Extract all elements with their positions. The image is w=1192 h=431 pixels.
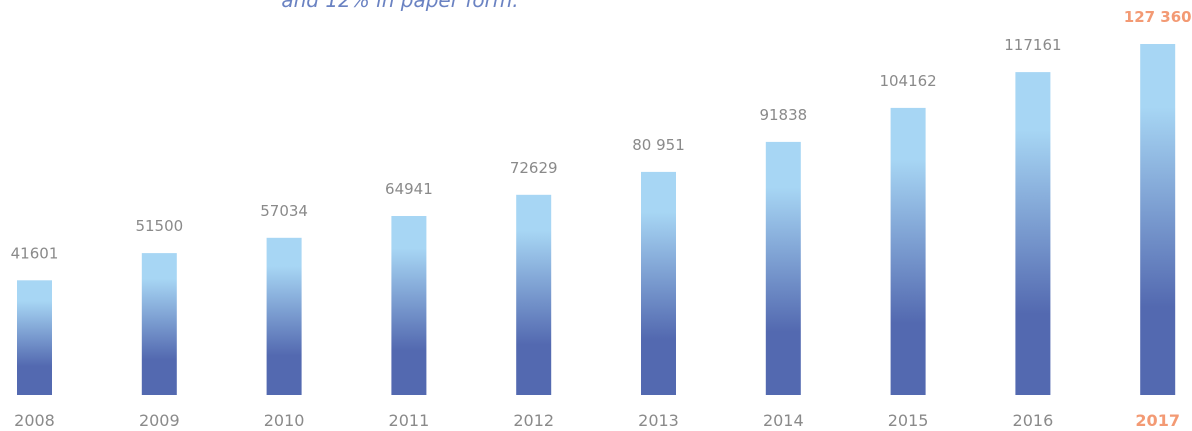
chart-caption: and 12% in paper form. [281, 0, 519, 12]
x-tick-label-2013: 2013 [638, 411, 679, 430]
value-label-2010: 57034 [260, 202, 308, 220]
x-tick-label-2010: 2010 [264, 411, 305, 430]
x-tick-labels-group: 2008 2009 2010 2011 2012 2013 2014 2015 2016 2017 [14, 411, 1180, 430]
bars-group [17, 44, 1176, 396]
value-label-2009: 51500 [135, 217, 183, 235]
value-label-2011: 64941 [385, 180, 433, 198]
value-labels-group: 41601 51500 57034 64941 72629 80 951 91838 1041… [11, 8, 1192, 262]
bar-2011 [391, 216, 427, 395]
x-tick-label-2009: 2009 [139, 411, 180, 430]
value-label-2013: 80 951 [632, 136, 685, 154]
value-label-2012: 72629 [510, 159, 558, 177]
x-tick-label-2008: 2008 [14, 411, 55, 430]
x-tick-label-2011: 2011 [389, 411, 430, 430]
x-tick-label-2015: 2015 [888, 411, 929, 430]
bar-2016 [1015, 72, 1051, 395]
x-tick-label-2012: 2012 [513, 411, 554, 430]
bar-2008 [17, 280, 52, 395]
bar-2015 [890, 107, 926, 396]
x-tick-label-2014: 2014 [763, 411, 804, 430]
bar-2010 [266, 237, 302, 395]
value-label-2008: 41601 [11, 244, 59, 262]
bar-2013 [641, 171, 676, 395]
value-label-2016: 117161 [1004, 36, 1061, 54]
x-tick-label-2016: 2016 [1013, 411, 1054, 430]
x-tick-label-2017: 2017 [1135, 411, 1180, 430]
value-label-2017: 127 360 [1124, 8, 1192, 26]
bar-2014 [765, 141, 801, 395]
bar-2012 [516, 194, 552, 395]
bar-2017 [1140, 44, 1176, 395]
bar-2009 [141, 253, 177, 395]
value-label-2015: 104162 [879, 72, 936, 90]
value-label-2014: 91838 [759, 106, 807, 124]
